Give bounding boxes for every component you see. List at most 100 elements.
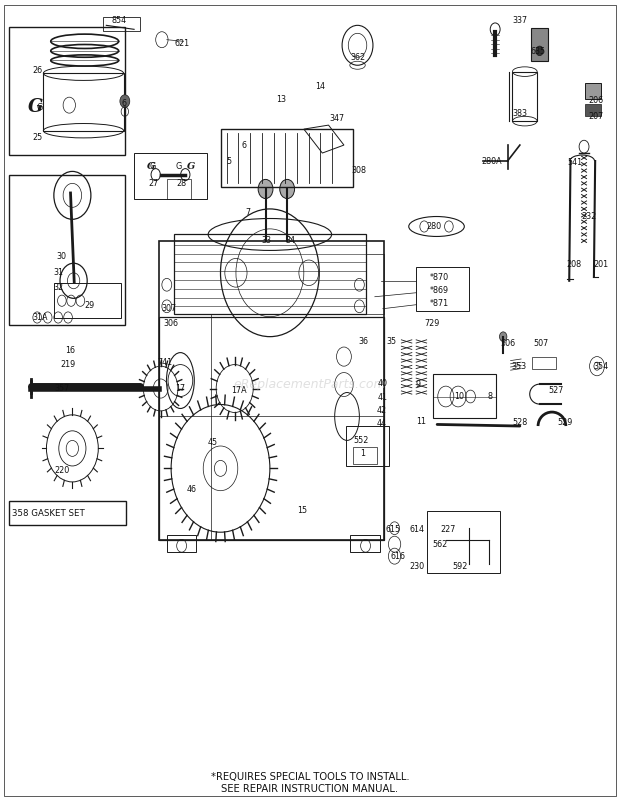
Text: 45: 45 [208,437,218,446]
Text: 36: 36 [359,337,369,346]
Circle shape [536,46,543,55]
Text: 31A: 31A [32,313,48,322]
Bar [416,268,469,311]
Text: 232: 232 [582,212,596,221]
Text: 34: 34 [285,236,295,245]
Text: 308: 308 [352,166,367,175]
Text: G: G [149,162,156,171]
Text: 46: 46 [187,485,197,494]
Text: 337: 337 [512,16,528,25]
Text: 28: 28 [177,179,187,188]
Bar [159,241,384,540]
Text: 35: 35 [386,337,397,346]
Text: 42: 42 [376,405,387,415]
Text: 15: 15 [298,506,308,515]
Text: 14: 14 [315,83,325,91]
Text: 31: 31 [54,268,64,277]
Text: 6: 6 [121,99,126,108]
Text: 17: 17 [175,384,185,393]
Text: 562: 562 [432,540,447,549]
Text: 635: 635 [531,47,546,56]
Text: 357: 357 [55,384,69,393]
Text: 307: 307 [162,304,177,313]
Text: 207: 207 [588,112,603,121]
Text: 1: 1 [361,449,366,458]
Circle shape [120,95,130,107]
Text: 552: 552 [353,436,368,445]
Bar [346,426,389,466]
Text: *871: *871 [430,300,449,308]
Bar [134,153,207,199]
Text: 353: 353 [511,362,526,371]
Text: 854: 854 [111,16,126,25]
Text: SEE REPAIR INSTRUCTION MANUAL.: SEE REPAIR INSTRUCTION MANUAL. [221,784,399,795]
Text: 621: 621 [174,39,189,48]
Text: 32: 32 [54,284,64,292]
Bar [9,27,125,155]
Bar [433,374,497,418]
Bar [174,235,366,314]
Bar [350,534,379,552]
Text: 616: 616 [391,552,405,561]
Text: 347: 347 [329,115,344,123]
Text: 9: 9 [415,380,420,389]
Bar [353,447,377,465]
Text: 506: 506 [500,339,515,348]
Text: 25: 25 [32,134,42,143]
Bar [366,255,384,314]
Text: eReplacementParts.com: eReplacementParts.com [234,378,386,391]
Text: 41: 41 [378,392,388,402]
Text: 16: 16 [66,346,76,355]
Text: G: G [37,103,43,112]
Bar [9,175,125,324]
Text: 383: 383 [512,109,528,118]
Text: 528: 528 [512,417,528,427]
Circle shape [280,179,294,199]
Bar [167,534,197,552]
Bar [9,501,126,525]
Text: 6: 6 [241,140,247,150]
Text: 529: 529 [557,417,573,427]
Text: 507: 507 [534,339,549,348]
Text: 227: 227 [440,525,455,534]
Text: 362: 362 [350,53,366,62]
Text: 5: 5 [226,156,231,166]
Text: 40: 40 [378,379,388,388]
Text: *REQUIRES SPECIAL TOOLS TO INSTALL.: *REQUIRES SPECIAL TOOLS TO INSTALL. [211,772,409,783]
Text: 280A: 280A [482,156,502,166]
Text: G: G [147,162,156,171]
Text: 729: 729 [425,320,440,328]
Text: 527: 527 [548,386,564,396]
Text: 29: 29 [84,301,95,310]
Bar [159,316,384,540]
Text: 208: 208 [567,260,582,269]
Text: 354: 354 [594,362,609,371]
Bar [585,83,601,99]
Bar [54,284,120,318]
Circle shape [500,332,507,341]
Text: 219: 219 [60,360,76,369]
Text: 741: 741 [157,359,172,368]
Bar [427,511,500,573]
Text: 30: 30 [57,252,67,261]
Text: G: G [187,162,196,171]
Text: 11: 11 [416,417,426,426]
Bar [531,28,548,61]
Text: 220: 220 [55,466,69,475]
Text: *869: *869 [430,286,449,295]
Text: 44: 44 [376,419,387,429]
Text: 8: 8 [488,392,493,401]
Text: 615: 615 [386,525,401,534]
Bar [43,73,123,131]
Text: 358 GASKET SET: 358 GASKET SET [12,509,85,517]
Text: 13: 13 [277,95,286,104]
Text: 541: 541 [568,158,583,167]
Text: 7: 7 [246,208,251,217]
Text: G: G [28,98,43,116]
Text: 230: 230 [409,562,424,571]
Text: 306: 306 [163,320,178,328]
Circle shape [258,179,273,199]
Text: 27: 27 [149,179,159,188]
Text: 26: 26 [32,66,42,75]
Text: 614: 614 [409,525,424,534]
